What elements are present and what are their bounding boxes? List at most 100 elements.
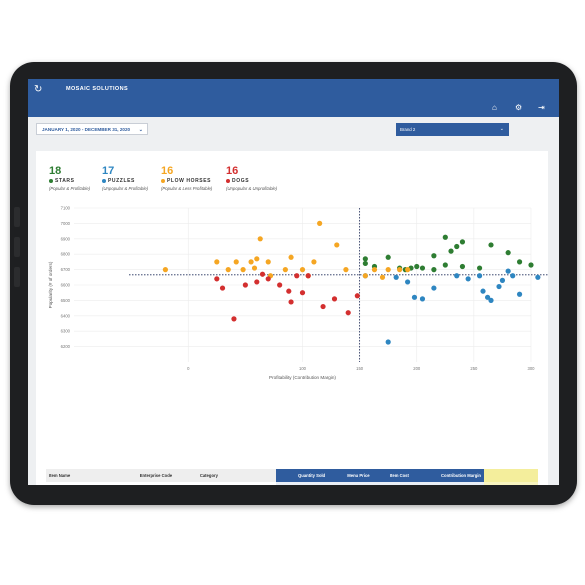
scatter-point [248, 259, 254, 265]
item-name-link[interactable]: East Imperial Gingerbeer [46, 482, 137, 485]
item-cost: 31.91 [372, 482, 412, 485]
scatter-point [277, 282, 283, 288]
scatter-point [288, 254, 294, 260]
y-tick-label: 6600 [61, 283, 71, 288]
brand-select-value: Brand 2 [400, 127, 416, 132]
scatter-point [488, 242, 494, 248]
scatter-point [251, 265, 258, 271]
scatter-point [231, 316, 237, 322]
scatter-point [528, 262, 534, 268]
summary-plow-horses: 16 PLOW HORSES (Popular & Less Profitabl… [161, 166, 231, 191]
scatter-point [442, 262, 448, 268]
scatter-point [405, 267, 411, 273]
top-bar: ↻ MOSAIC SOLUTIONS ⌂ ⚙ ⇥ [28, 79, 559, 117]
menu-engineering-card: 18 STARS (Popular & Profitable) 17 PUZZL… [36, 151, 548, 485]
y-tick-label: 6900 [61, 236, 71, 241]
scatter-point [393, 274, 399, 280]
col-quantity-sold[interactable]: Quantity Sold [276, 469, 329, 482]
brand-select[interactable]: Brand 2 ⌄ [396, 123, 509, 136]
x-tick-label: 100 [299, 366, 307, 371]
x-tick-label: 200 [413, 366, 421, 371]
refresh-icon[interactable]: ↻ [34, 84, 43, 95]
scatter-point [317, 220, 323, 226]
scatter-point [385, 254, 391, 260]
items-table: Item Name Enterprise Code Category Quant… [46, 469, 538, 485]
col-category[interactable]: Category [196, 469, 277, 482]
scatter-point [282, 267, 288, 273]
scatter-point [454, 243, 460, 250]
y-tick-label: 6300 [61, 329, 71, 334]
date-range-picker[interactable]: JANUARY 1, 2020 - DECEMBER 31, 2020 ⌄ [36, 123, 148, 135]
scatter-point [294, 273, 300, 279]
dogs-label: DOGS [232, 178, 250, 184]
category: FOOD DAIRY [196, 482, 277, 485]
scatter-point [516, 291, 523, 297]
scatter-point [219, 285, 226, 291]
home-icon[interactable]: ⌂ [492, 103, 497, 112]
scatter-point [240, 267, 246, 273]
col-contribution-margin[interactable]: Contribution Margin [411, 469, 484, 482]
scatter-point [459, 263, 466, 270]
col-item-cost[interactable]: Item Cost [372, 469, 412, 482]
y-tick-label: 6700 [61, 267, 71, 272]
scatter-point [505, 268, 511, 274]
puzzles-dot [102, 178, 106, 183]
y-tick-label: 7000 [61, 221, 71, 226]
scatter-point [516, 259, 523, 265]
puzzles-label: PUZZLES [108, 178, 135, 184]
scatter-point [499, 277, 506, 283]
scatter-point [311, 259, 317, 265]
col-classification [484, 469, 538, 482]
scatter-point [254, 256, 260, 262]
tablet-side-button [14, 267, 20, 287]
scatter-point [411, 294, 418, 300]
scatter-point [343, 267, 349, 273]
stars-count: 18 [49, 165, 62, 177]
col-enterprise-code[interactable]: Enterprise Code [136, 469, 197, 482]
scatter-point [510, 273, 516, 279]
stars-label: STARS [55, 178, 75, 184]
y-tick-label: 6500 [61, 298, 71, 303]
table-row: East Imperial GingerbeerMCJD_018_5FOOD D… [46, 482, 538, 485]
summary-dogs: 16 DOGS (Unpopular & Unprofitable) [226, 166, 296, 191]
gear-icon[interactable]: ⚙ [515, 103, 523, 112]
chevron-down-icon: ⌄ [499, 126, 504, 132]
table-header: Item Name Enterprise Code Category Quant… [46, 469, 538, 482]
dogs-sub: (Unpopular & Unprofitable) [226, 186, 278, 191]
scatter-point [465, 276, 471, 282]
scatter-point [362, 256, 368, 262]
scatter-point [431, 253, 437, 259]
col-item-name[interactable]: Item Name [46, 469, 137, 482]
x-tick-label: 0 [187, 366, 190, 371]
scatter-point [162, 267, 168, 273]
plow-horses-sub: (Popular & Less Profitable) [161, 186, 213, 191]
scatter-point [496, 283, 502, 290]
scatter-point [431, 267, 437, 273]
scatter-point [305, 273, 311, 279]
puzzles-count: 17 [102, 165, 115, 177]
scatter-point [459, 239, 466, 245]
scatter-point [397, 267, 403, 273]
scatter-point [379, 274, 386, 280]
scatter-point [265, 276, 271, 282]
col-menu-price[interactable]: Menu Price [328, 469, 373, 482]
scatter-point [385, 339, 391, 345]
scatter-point [405, 279, 411, 285]
scatter-point [288, 299, 294, 305]
stars-dot [49, 178, 53, 183]
scatter-point [362, 260, 368, 267]
y-tick-label: 6800 [61, 252, 71, 257]
plow-horses-dot [161, 178, 165, 183]
y-tick-label: 6200 [61, 344, 71, 349]
tablet-side-button [14, 237, 20, 257]
plow-horses-count: 16 [161, 165, 174, 177]
scatter-point [476, 265, 483, 271]
scatter-point [414, 263, 420, 270]
x-tick-label: 300 [528, 366, 536, 371]
classification: Plow Horse [484, 482, 538, 485]
scatter-point [334, 242, 340, 248]
menu-price: 103.00 [328, 482, 373, 485]
scatter-point [419, 265, 426, 271]
logout-icon[interactable]: ⇥ [538, 103, 545, 112]
scatter-point [331, 296, 338, 302]
